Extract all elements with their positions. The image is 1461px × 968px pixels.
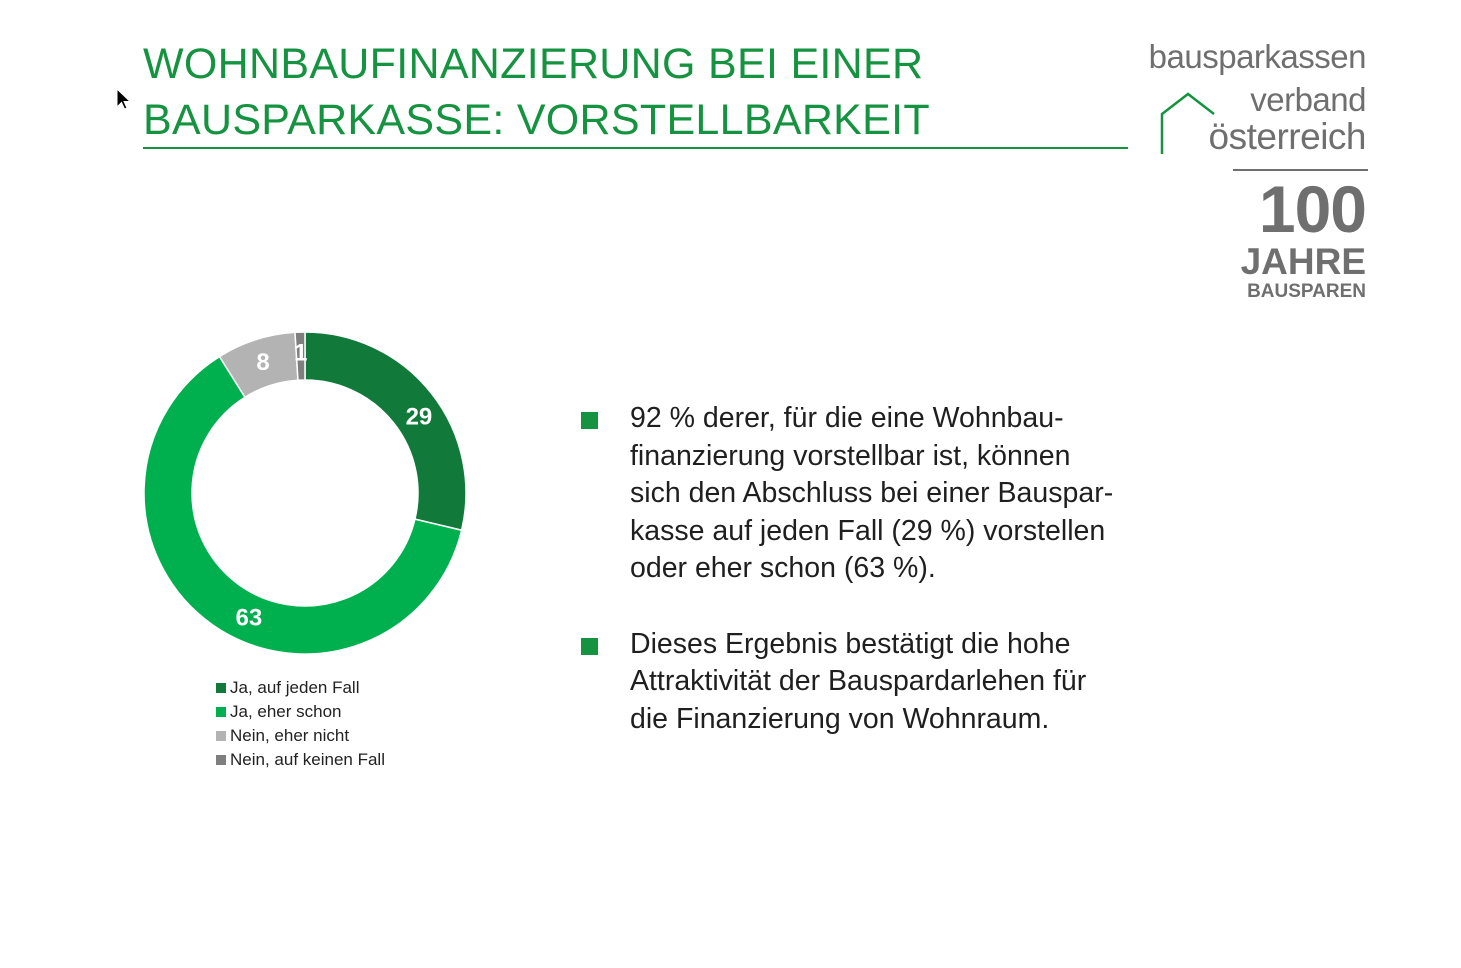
slide-title: WOHNBAUFINANZIERUNG BEI EINER BAUSPARKAS… (143, 36, 930, 148)
bullet-text-line: 92 % derer, für die eine Wohnbau- (630, 402, 1064, 434)
donut-slice-1 (304, 331, 467, 532)
donut-slice-4 (294, 331, 306, 382)
slide-title-line-2: BAUSPARKASSE: VORSTELLBARKEIT (143, 96, 930, 144)
association-logo: bausparkassen verband österreich 100 JAH… (1130, 36, 1380, 306)
legend-label: Nein, eher nicht (230, 726, 350, 745)
legend-label: Nein, auf keinen Fall (230, 750, 385, 769)
logo-badge-word: JAHRE (1240, 241, 1366, 282)
logo-badge-subtitle: BAUSPAREN (1247, 281, 1366, 302)
donut-data-label-4: 1 (294, 340, 307, 367)
bullet-text-line: oder eher schon (63 %). (630, 552, 936, 584)
bullet-text-line: die Finanzierung von Wohnraum. (630, 702, 1050, 735)
legend-swatch (216, 755, 226, 765)
legend-label: Ja, auf jeden Fall (230, 678, 360, 697)
title-underline (143, 147, 1128, 149)
chart-legend: Ja, auf jeden Fall Ja, eher schon Nein, eh… (216, 676, 385, 772)
legend-item-4: Nein, auf keinen Fall (216, 748, 385, 772)
logo-word-bausparkassen: bausparkassen (1148, 38, 1367, 75)
bullet-text-line: finanzierung vorstellbar ist, können (630, 439, 1071, 472)
donut-data-label-3: 8 (256, 349, 269, 376)
bullet-text-line: Dieses Ergebnis bestätigt die hohe (630, 627, 1071, 660)
donut-data-label-1: 29 (406, 403, 433, 430)
legend-swatch (216, 683, 226, 693)
legend-swatch (216, 707, 226, 717)
legend-item-2: Ja, eher schon (216, 700, 385, 724)
legend-item-1: Ja, auf jeden Fall (216, 676, 385, 700)
bullet-text-line: sich den Abschluss bei einer Bauspar- (630, 477, 1114, 509)
mouse-cursor-icon (116, 88, 132, 110)
bullet-text-line: kasse auf jeden Fall (29 %) vorstellen (630, 514, 1106, 547)
bullet-text: Dieses Ergebnis bestätigt die hohe Attrak… (630, 626, 1178, 739)
bullet-square-icon (581, 412, 598, 429)
donut-chart: 29 63 8 1 (143, 331, 467, 655)
legend-swatch (216, 731, 226, 741)
bullet-text-line: Attraktivität der Bauspardarlehen für (630, 665, 1087, 697)
legend-label: Ja, eher schon (230, 702, 342, 721)
slide-title-line-1: WOHNBAUFINANZIERUNG BEI EINER (143, 40, 924, 88)
bullet-item-2: Dieses Ergebnis bestätigt die hohe Attrak… (578, 626, 1178, 739)
logo-word-oesterreich: österreich (1208, 116, 1367, 157)
bullet-text: 92 % derer, für die eine Wohnbau-finanzi… (630, 400, 1178, 588)
donut-slice-2 (143, 355, 463, 655)
legend-item-3: Nein, eher nicht (216, 724, 385, 748)
bullet-item-1: 92 % derer, für die eine Wohnbau-finanzi… (578, 400, 1178, 588)
house-outline-icon (1160, 92, 1215, 154)
logo-word-verband: verband (1250, 81, 1366, 118)
donut-data-label-2: 63 (236, 604, 263, 631)
logo-badge-number: 100 (1258, 172, 1367, 246)
logo-divider (1233, 169, 1368, 171)
bullet-list: 92 % derer, für die eine Wohnbau-finanzi… (578, 400, 1178, 776)
bullet-square-icon (581, 637, 598, 655)
